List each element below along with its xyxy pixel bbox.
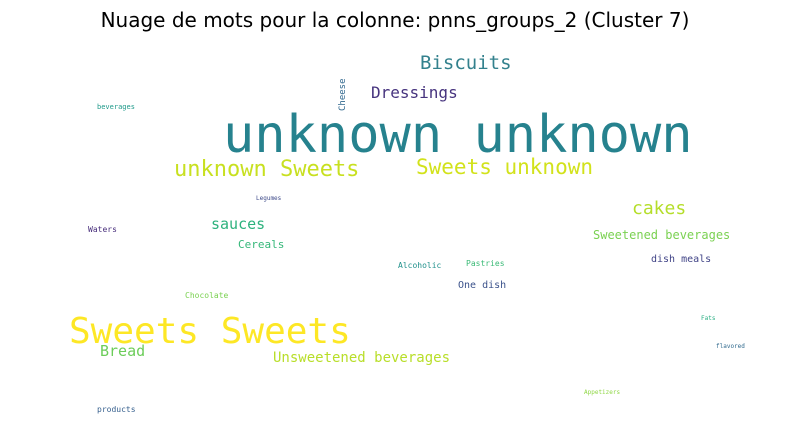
word-sweets-sweets: Sweets Sweets xyxy=(69,311,351,352)
word-unknown-sweets: unknown Sweets xyxy=(174,157,360,182)
word-biscuits: Biscuits xyxy=(420,52,512,74)
word-cereals: Cereals xyxy=(238,238,285,251)
word-dressings: Dressings xyxy=(371,83,458,102)
word-cakes: cakes xyxy=(632,198,687,219)
word-cheese: Cheese xyxy=(338,78,348,111)
word-waters: Waters xyxy=(88,225,117,234)
word-chocolate: Chocolate xyxy=(185,291,229,300)
word-one-dish: One dish xyxy=(458,280,507,291)
word-sweetened-beverages: Sweetened beverages xyxy=(593,228,731,242)
word-sauces: sauces xyxy=(211,215,266,233)
word-beverages: beverages xyxy=(97,103,135,111)
word-alcoholic: Alcoholic xyxy=(398,261,442,270)
word-flavored: flavored xyxy=(716,343,745,350)
word-products: products xyxy=(97,405,136,414)
chart-title: Nuage de mots pour la colonne: pnns_grou… xyxy=(100,8,690,32)
word-fats: Fats xyxy=(701,315,716,322)
word-dish-meals: dish meals xyxy=(651,254,712,265)
word-unknown-unknown: unknown unknown xyxy=(223,105,693,165)
word-appetizers: Appetizers xyxy=(584,389,621,396)
word-sweets-unknown: Sweets unknown xyxy=(416,155,594,179)
word-bread: Bread xyxy=(100,342,146,360)
word-pastries: Pastries xyxy=(466,259,505,268)
word-unsweetened-beverages: Unsweetened beverages xyxy=(273,350,451,366)
word-legumes: Legumes xyxy=(256,195,282,202)
